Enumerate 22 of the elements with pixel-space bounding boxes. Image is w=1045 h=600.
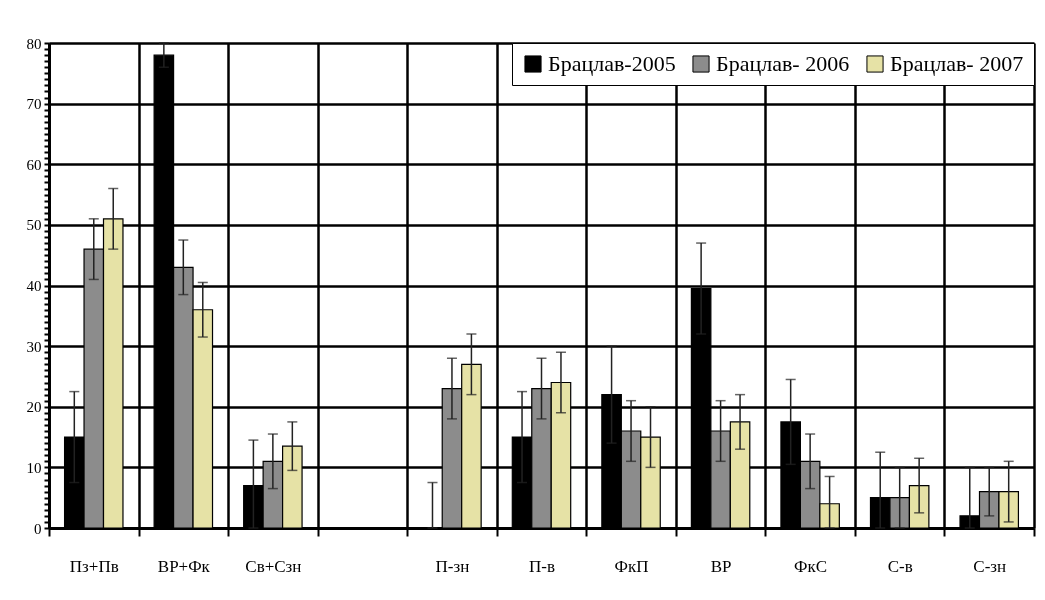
y-tick-label: 10: [26, 459, 42, 476]
legend-label: Брацлав- 2006: [716, 51, 850, 76]
legend-label: Брацлав-2005: [548, 51, 676, 76]
x-tick-label: Пз+Пв: [69, 556, 119, 576]
y-tick-label: 60: [26, 156, 42, 173]
x-tick-label: Св+Сзн: [245, 556, 302, 576]
x-tick-label: С-зн: [973, 556, 1007, 576]
legend-label: Брацлав- 2007: [890, 51, 1024, 76]
x-tick-label: П-в: [529, 556, 555, 576]
y-tick-label: 0: [34, 520, 42, 537]
x-tick-label: С-в: [887, 556, 913, 576]
x-tick-label: ФкП: [614, 556, 649, 576]
x-tick-label: П-зн: [435, 556, 470, 576]
x-tick-label: ВР+Фк: [157, 556, 211, 576]
y-tick-label: 40: [26, 278, 42, 294]
y-tick-label: 50: [26, 217, 42, 234]
y-tick-label: 70: [26, 96, 42, 113]
y-tick-label: 80: [26, 35, 42, 52]
y-tick-label: 20: [26, 399, 42, 416]
x-tick-label: ФкС: [794, 556, 828, 576]
x-tick-label: ВР: [710, 556, 732, 576]
y-tick-label: 30: [26, 338, 42, 355]
